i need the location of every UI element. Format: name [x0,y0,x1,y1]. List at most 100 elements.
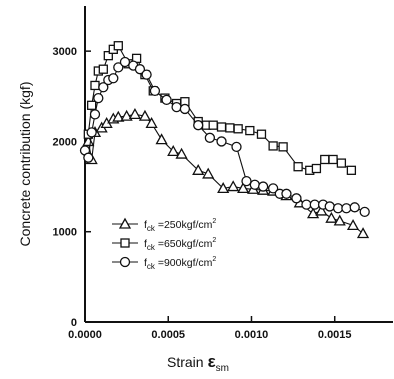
legend-label-part: f [144,257,147,269]
data-point-triangle [192,163,205,175]
data-point-circle [149,85,161,97]
x-tick-label: 0.0015 [318,329,352,341]
legend-label: fck =650kgf/cm2 [144,237,216,252]
data-point-triangle [356,227,370,239]
data-point-triangle [227,180,240,192]
data-point-circle [332,203,344,214]
legend-label-part: ck [147,243,156,252]
data-point-circle [241,176,252,187]
ticks: 0 1000 2000 3000 0.0000 0.0005 0.0010 0.0015 [53,46,352,341]
data-point-square [328,154,338,165]
data-point-square [320,154,330,165]
x-axis-label-text: Strain [167,354,204,370]
x-axis-label-subscript: sm [216,363,229,374]
data-point-circle [93,92,104,104]
data-point-circle [179,103,191,115]
data-point-circle [301,199,312,210]
legend-label-part: ck [147,262,156,271]
legend-marker-circle [119,256,131,268]
legend-marker-square [120,238,130,248]
data-point-square [216,122,227,132]
data-point-square [90,80,100,91]
data-point-square [208,120,218,130]
legend-label-part: =900kgf/cm [155,257,213,269]
legend-label-part: ck [147,224,156,233]
data-point-circle [267,183,279,194]
data-point-circle [341,203,352,214]
data-point-square [225,123,235,133]
y-tick-label: 3000 [53,46,77,58]
y-tick-label: 2000 [53,136,77,148]
data-point-circle [108,73,119,84]
data-point-square [233,124,243,134]
data-point-circle [324,201,335,212]
legend-label-part: =650kgf/cm [155,238,213,250]
data-point-circle [89,109,101,120]
data-point-triangle [346,219,360,231]
data-point-circle [113,62,124,73]
legend-label: fck =250kgf/cm2 [144,218,216,233]
y-tick-label: 1000 [53,227,77,239]
legend-label-part: f [144,219,147,231]
x-tick-label: 0.0005 [151,329,185,341]
legend-label-part: =250kgf/cm [155,219,213,231]
data-point-circle [86,127,97,138]
data-point-square [98,64,108,74]
y-tick-label: 0 [71,317,77,329]
data-point-circle [291,193,302,204]
legend-label-part: 2 [212,256,216,263]
x-tick-label: 0.0000 [68,329,102,341]
data-point-triangle [325,211,338,223]
data-point-square [311,163,322,174]
data-point-triangle [167,145,180,157]
data-point-square [113,41,123,51]
data-point-triangle [155,133,168,145]
data-point-triangle [202,167,215,179]
data-point-triangle [112,110,125,122]
data-point-square [256,129,267,139]
x-axis-label-symbol: ε [208,352,216,371]
data-point-circle [359,206,370,218]
data-point-circle [98,82,109,93]
legend-label-part: 2 [212,237,216,244]
data-point-circle [309,199,320,210]
data-point-triangle [306,207,320,219]
data-point-square [293,162,303,172]
data-point-circle [349,202,360,213]
axes [84,6,393,323]
data-point-square [103,51,113,61]
data-point-circle [231,141,242,152]
data-point-triangle [315,204,328,216]
data-point-triangle [217,182,230,194]
data-point-circle [257,181,269,192]
x-tick-label: 0.0010 [235,329,269,341]
legend-label-part: 2 [212,218,216,225]
data-point-triangle [128,108,142,119]
data-point-triangle [237,182,250,194]
data-point-triangle [138,109,152,121]
data-point-square [87,100,97,110]
data-point-triangle [145,117,158,129]
data-point-circle [119,56,131,68]
data-point-square [336,158,347,168]
data-point-circle [281,188,292,199]
series-layer [79,41,370,239]
data-point-circle [204,132,216,143]
data-point-circle [193,120,204,131]
data-point-circle [249,179,260,190]
series-circle [79,56,370,218]
y-axis-label: Concrete contribution (kgf) [17,82,33,247]
data-point-square [268,141,278,151]
legend-label: fck =900kgf/cm2 [144,256,216,271]
x-axis-label: Strain εsm [167,352,229,374]
data-point-circle [171,101,182,113]
series-square [83,41,357,175]
data-point-circle [141,69,152,80]
legend-label-part: f [144,238,147,250]
data-point-triangle [333,214,346,226]
data-point-circle [83,152,94,163]
data-point-triangle [175,147,188,159]
data-point-circle [134,64,146,75]
data-point-square [245,125,255,136]
